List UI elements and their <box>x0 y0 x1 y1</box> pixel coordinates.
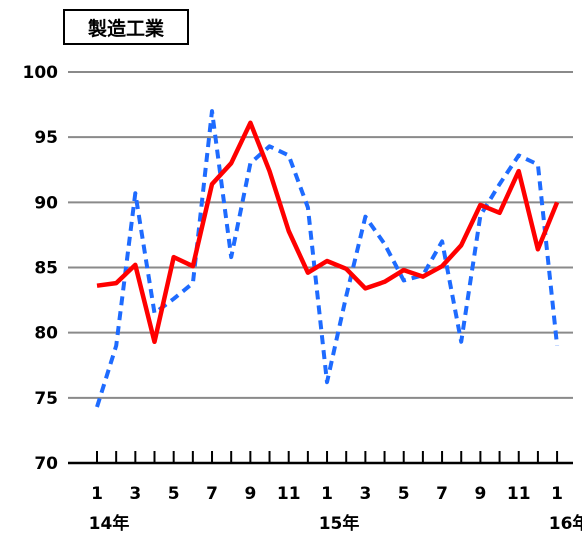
x-tick-label: 5 <box>168 484 180 504</box>
chart-title: 製造工業 <box>87 17 165 40</box>
y-axis-tick-labels: 70 75 80 85 90 95 100 <box>23 63 59 474</box>
x-tick-label: 9 <box>244 484 256 504</box>
gridlines <box>68 71 573 465</box>
chart-title-box: 製造工業 <box>63 9 189 45</box>
x-tick-label: 1 <box>551 484 563 504</box>
x-tick-label: 3 <box>359 484 371 504</box>
y-tick-label: 75 <box>34 389 58 409</box>
x-tick-label: 7 <box>206 484 218 504</box>
x-year-label: 14年 <box>89 513 130 534</box>
x-tick-label: 1 <box>91 484 103 504</box>
y-tick-label: 90 <box>34 193 58 213</box>
y-tick-label: 80 <box>34 324 58 344</box>
y-tick-label: 85 <box>34 259 58 279</box>
x-tick-label: 11 <box>507 484 531 504</box>
x-tick-label: 3 <box>129 484 141 504</box>
x-axis-ticks <box>96 451 559 463</box>
x-tick-label: 9 <box>474 484 486 504</box>
series-lines <box>95 109 560 408</box>
y-tick-label: 100 <box>23 63 59 83</box>
x-tick-label: 11 <box>277 484 301 504</box>
y-tick-label: 70 <box>34 454 58 474</box>
x-tick-label: 5 <box>398 484 410 504</box>
solid-series-line <box>96 120 560 345</box>
y-tick-label: 95 <box>34 128 58 148</box>
x-year-label: 15年 <box>319 513 360 534</box>
dashed-series-line <box>95 109 560 408</box>
x-axis-tick-labels: 1 3 5 7 9 11 1 3 5 7 9 11 1 <box>91 484 563 504</box>
x-axis-year-labels: 14年 15年 16年 <box>89 513 582 534</box>
x-tick-label: 7 <box>436 484 448 504</box>
x-tick-label: 1 <box>321 484 333 504</box>
x-year-label: 16年 <box>549 513 582 534</box>
